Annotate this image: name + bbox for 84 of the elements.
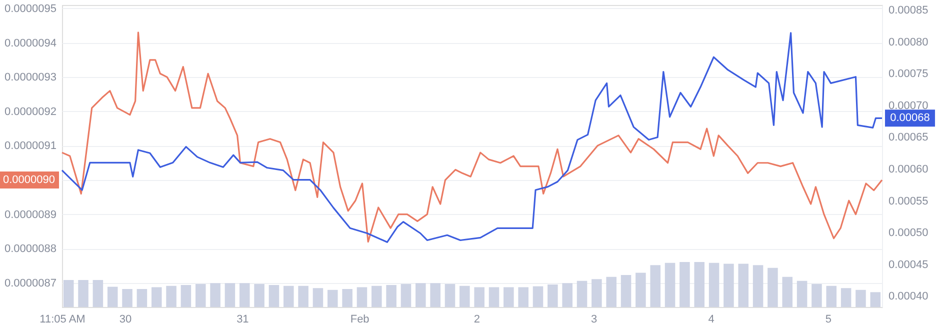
bar — [400, 284, 412, 307]
bar — [151, 287, 162, 307]
bar — [606, 276, 616, 307]
bar — [826, 286, 837, 307]
bar — [724, 264, 734, 307]
bar — [636, 272, 646, 307]
y-tick-label: 0.0000094 — [4, 37, 56, 50]
bar — [532, 286, 544, 307]
x-tick-label: Feb — [350, 314, 370, 326]
bar — [488, 287, 500, 307]
bar — [78, 280, 88, 307]
x-tick-label: 4 — [708, 314, 714, 326]
y-tick-label: 0.0000089 — [4, 208, 56, 221]
bar — [386, 284, 396, 307]
bar — [136, 289, 148, 307]
bar — [504, 287, 514, 307]
bar — [576, 280, 588, 307]
bar — [312, 288, 324, 307]
bar — [122, 289, 132, 307]
x-tick-label: 11:05 AM — [40, 314, 86, 326]
bar — [592, 279, 602, 307]
y-tick-label: 0.0000095 — [4, 2, 56, 15]
bar — [548, 284, 558, 307]
bar — [562, 283, 572, 307]
bar — [195, 284, 206, 307]
bar — [298, 286, 308, 307]
y-tick-label: 0.0000088 — [4, 243, 56, 256]
x-tick-label: 31 — [236, 314, 249, 326]
bar — [752, 265, 764, 307]
x-tick-label: 2 — [474, 314, 480, 326]
bar — [812, 284, 822, 307]
bar — [474, 287, 484, 307]
bar — [782, 276, 793, 307]
bar — [210, 283, 220, 307]
x-tick-label: 3 — [591, 314, 598, 326]
bar — [416, 283, 426, 307]
y2-tick-label: 0.00050 — [888, 227, 928, 240]
y2-tick-label: 0.00085 — [888, 4, 928, 17]
bar — [92, 280, 104, 307]
bar — [444, 284, 456, 307]
bar — [107, 286, 118, 307]
y2-tick-label: 0.00040 — [888, 290, 928, 303]
x-tick-label: 5 — [825, 314, 832, 326]
bar — [254, 284, 264, 307]
bar — [768, 268, 778, 307]
bar — [284, 286, 294, 307]
y2-tick-label: 0.00080 — [888, 36, 928, 48]
y2-tick-label: 0.00065 — [888, 132, 928, 144]
bar — [870, 292, 881, 307]
y2-tick-label: 0.00075 — [888, 68, 928, 80]
bar — [796, 280, 808, 307]
bar — [239, 283, 250, 307]
bar — [224, 283, 236, 307]
x-tick-label: 30 — [119, 314, 132, 326]
bar — [738, 264, 749, 307]
bar — [166, 286, 176, 307]
text: 0.0000090 — [3, 174, 55, 186]
bar — [328, 290, 338, 307]
bar — [372, 286, 382, 307]
bar — [650, 265, 660, 307]
bar — [342, 289, 352, 307]
bar — [430, 283, 440, 307]
bar — [460, 286, 470, 307]
y2-tick-label: 0.00045 — [888, 258, 928, 271]
bar — [268, 284, 280, 307]
y-tick-label: 0.0000091 — [4, 140, 56, 152]
bar — [356, 287, 368, 307]
y-tick-label: 0.0000087 — [4, 277, 56, 290]
bar — [518, 287, 528, 307]
bar — [840, 288, 852, 307]
bar — [63, 280, 74, 307]
bar — [620, 275, 632, 307]
bar — [180, 284, 192, 307]
bar — [694, 262, 705, 307]
bar — [708, 262, 720, 307]
y-tick-label: 0.0000093 — [4, 72, 56, 84]
y-tick-label: 0.0000092 — [4, 106, 56, 118]
y2-tick-label: 0.00070 — [888, 100, 928, 112]
bar — [664, 262, 676, 307]
text: 0.00068 — [890, 112, 930, 124]
bar — [680, 262, 690, 307]
y2-tick-label: 0.00055 — [888, 195, 928, 208]
y2-tick-label: 0.00060 — [888, 164, 928, 176]
bar — [856, 290, 866, 307]
